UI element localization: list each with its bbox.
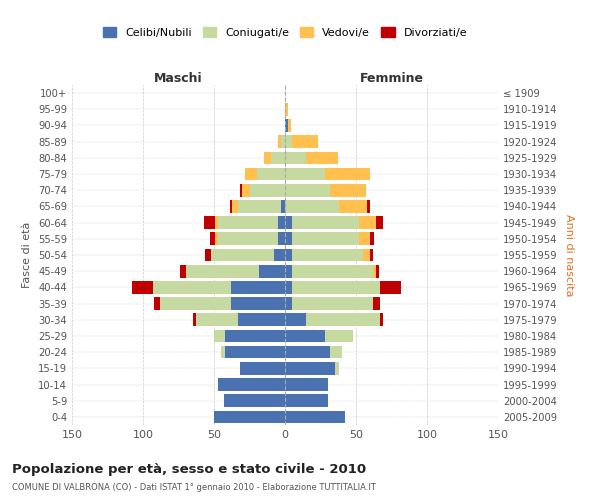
Bar: [288, 119, 290, 132]
Bar: [285, 298, 292, 310]
Bar: [285, 103, 288, 116]
Bar: [380, 281, 401, 293]
Bar: [232, 200, 238, 212]
Bar: [210, 232, 215, 245]
Bar: [242, 184, 250, 196]
Bar: [278, 136, 281, 148]
Bar: [231, 298, 285, 310]
Bar: [226, 330, 285, 342]
Text: COMUNE DI VALBRONA (CO) - Dati ISTAT 1° gennaio 2010 - Elaborazione TUTTITALIA.I: COMUNE DI VALBRONA (CO) - Dati ISTAT 1° …: [12, 484, 376, 492]
Bar: [285, 362, 335, 374]
Bar: [264, 152, 271, 164]
Bar: [285, 330, 325, 342]
Bar: [285, 314, 307, 326]
Bar: [257, 168, 285, 180]
Bar: [215, 232, 218, 245]
Bar: [307, 152, 338, 164]
Bar: [285, 346, 331, 358]
Bar: [285, 200, 339, 212]
Bar: [274, 248, 285, 262]
Bar: [218, 378, 285, 391]
Bar: [154, 298, 160, 310]
Bar: [259, 265, 285, 278]
Bar: [367, 200, 370, 212]
Bar: [292, 298, 373, 310]
Bar: [285, 152, 307, 164]
Bar: [373, 265, 376, 278]
Y-axis label: Fasce di età: Fasce di età: [22, 222, 32, 288]
Bar: [292, 265, 373, 278]
Bar: [211, 248, 274, 262]
Bar: [285, 281, 292, 293]
Bar: [285, 119, 288, 132]
Bar: [292, 216, 359, 229]
Bar: [285, 184, 331, 196]
Bar: [239, 184, 242, 196]
Bar: [245, 168, 257, 180]
Bar: [285, 168, 325, 180]
Text: Femmine: Femmine: [359, 72, 424, 85]
Bar: [281, 200, 285, 212]
Legend: Celibi/Nubili, Coniugati/e, Vedovi/e, Divorziati/e: Celibi/Nubili, Coniugati/e, Vedovi/e, Di…: [98, 22, 472, 42]
Bar: [224, 394, 285, 407]
Bar: [339, 200, 367, 212]
Bar: [376, 216, 383, 229]
Bar: [363, 248, 370, 262]
Bar: [205, 248, 211, 262]
Bar: [271, 152, 285, 164]
Bar: [285, 410, 344, 423]
Bar: [226, 346, 285, 358]
Bar: [230, 200, 232, 212]
Bar: [214, 330, 226, 342]
Bar: [160, 298, 231, 310]
Bar: [285, 394, 328, 407]
Bar: [292, 281, 380, 293]
Bar: [331, 184, 366, 196]
Bar: [196, 314, 238, 326]
Bar: [307, 314, 380, 326]
Bar: [292, 136, 317, 148]
Bar: [231, 281, 285, 293]
Bar: [359, 216, 376, 229]
Bar: [292, 232, 359, 245]
Bar: [193, 314, 196, 326]
Bar: [335, 362, 339, 374]
Bar: [285, 248, 292, 262]
Text: Maschi: Maschi: [154, 72, 203, 85]
Bar: [153, 281, 231, 293]
Bar: [239, 362, 285, 374]
Bar: [370, 232, 374, 245]
Bar: [285, 216, 292, 229]
Bar: [218, 232, 278, 245]
Bar: [285, 136, 292, 148]
Bar: [278, 232, 285, 245]
Y-axis label: Anni di nascita: Anni di nascita: [564, 214, 574, 296]
Bar: [281, 136, 285, 148]
Bar: [238, 200, 281, 212]
Bar: [215, 216, 218, 229]
Bar: [285, 265, 292, 278]
Bar: [278, 216, 285, 229]
Bar: [214, 410, 285, 423]
Bar: [380, 314, 383, 326]
Bar: [250, 184, 285, 196]
Bar: [325, 330, 353, 342]
Bar: [292, 248, 363, 262]
Bar: [180, 265, 185, 278]
Bar: [218, 216, 278, 229]
Bar: [238, 314, 285, 326]
Bar: [359, 232, 370, 245]
Bar: [131, 281, 153, 293]
Bar: [185, 265, 259, 278]
Bar: [285, 232, 292, 245]
Bar: [221, 346, 226, 358]
Bar: [325, 168, 370, 180]
Bar: [331, 346, 342, 358]
Bar: [376, 265, 379, 278]
Bar: [373, 298, 380, 310]
Bar: [204, 216, 215, 229]
Text: Popolazione per età, sesso e stato civile - 2010: Popolazione per età, sesso e stato civil…: [12, 462, 366, 475]
Bar: [285, 378, 328, 391]
Bar: [370, 248, 373, 262]
